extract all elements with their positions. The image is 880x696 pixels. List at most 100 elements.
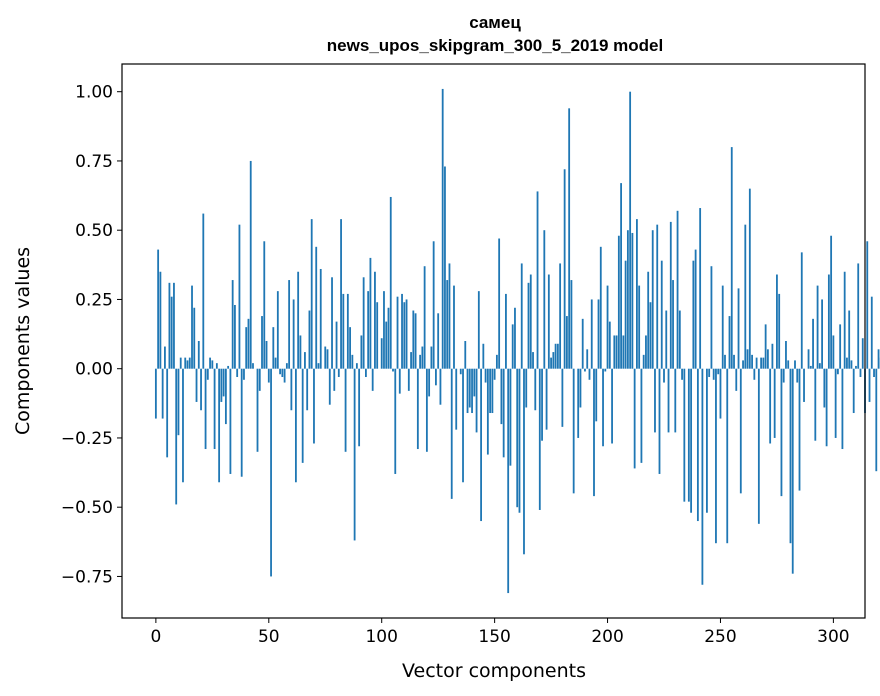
- bar-139: [468, 368, 471, 408]
- bar-187: [577, 368, 580, 438]
- bar-36: [236, 368, 239, 378]
- bar-98: [376, 302, 379, 369]
- y-tick-label: −0.25: [61, 429, 113, 449]
- bar-194: [593, 368, 595, 497]
- x-tick-label: 300: [817, 627, 849, 647]
- x-tick-label: 100: [365, 627, 397, 647]
- bars-group: [154, 88, 880, 594]
- bar-192: [588, 368, 591, 380]
- bar-136: [462, 368, 464, 483]
- x-tick-label: 0: [150, 627, 161, 647]
- bar-104: [389, 196, 392, 369]
- x-tick-label: 50: [258, 627, 280, 647]
- bar-73: [319, 268, 322, 369]
- bar-212: [633, 368, 636, 469]
- bar-204: [615, 335, 618, 369]
- bar-93: [365, 368, 367, 378]
- bar-216: [642, 354, 645, 369]
- bar-318: [873, 368, 875, 378]
- bar-261: [744, 224, 747, 369]
- bar-3: [161, 368, 164, 419]
- bar-60: [290, 368, 293, 411]
- bar-140: [471, 368, 473, 414]
- bar-218: [647, 271, 650, 369]
- bar-231: [676, 210, 679, 369]
- bar-121: [428, 368, 431, 397]
- bar-252: [724, 354, 726, 369]
- bar-229: [672, 280, 674, 369]
- bar-217: [645, 335, 647, 369]
- bar-141: [473, 368, 476, 397]
- bar-30: [222, 368, 225, 397]
- bar-166: [529, 274, 532, 369]
- x-tick-label: 200: [591, 627, 623, 647]
- bar-179: [559, 263, 562, 369]
- bar-33: [229, 368, 232, 474]
- bar-75: [324, 346, 327, 369]
- bar-82: [340, 219, 342, 369]
- bar-265: [753, 368, 756, 380]
- bar-114: [412, 310, 415, 369]
- bar-239: [694, 249, 697, 369]
- bar-117: [419, 354, 422, 369]
- bar-176: [552, 352, 555, 369]
- bar-22: [204, 368, 207, 450]
- bar-234: [683, 368, 686, 502]
- bar-188: [579, 368, 582, 408]
- bar-189: [581, 318, 584, 369]
- chart-title-line2: news_upos_skipgram_300_5_2019 model: [327, 36, 663, 55]
- bar-275: [776, 274, 778, 369]
- bar-290: [809, 365, 812, 369]
- bar-0: [154, 368, 157, 419]
- bar-222: [656, 224, 659, 369]
- bar-38: [240, 368, 243, 477]
- bar-103: [387, 307, 390, 369]
- bar-177: [554, 343, 557, 369]
- bar-213: [636, 219, 638, 369]
- bar-277: [780, 368, 783, 497]
- bar-263: [748, 188, 751, 369]
- bar-201: [608, 321, 611, 369]
- bar-18: [195, 368, 198, 402]
- bar-150: [493, 368, 496, 380]
- bar-89: [355, 363, 358, 369]
- bar-43: [252, 363, 254, 369]
- bar-280: [787, 360, 790, 369]
- bar-23: [206, 368, 209, 380]
- bar-1: [157, 249, 160, 369]
- bar-127: [441, 88, 444, 369]
- bar-40: [245, 327, 248, 369]
- bar-309: [852, 368, 855, 414]
- bar-291: [812, 318, 814, 369]
- bar-296: [823, 368, 826, 408]
- chart-title-line1: самец: [469, 13, 521, 32]
- bar-298: [827, 274, 830, 369]
- bar-156: [507, 368, 510, 594]
- bar-94: [367, 291, 370, 369]
- bar-80: [335, 321, 338, 369]
- bar-29: [220, 368, 223, 402]
- bar-5: [166, 368, 169, 458]
- bar-138: [466, 368, 469, 414]
- bar-130: [448, 263, 451, 369]
- bar-25: [211, 360, 214, 369]
- bar-42: [249, 160, 252, 369]
- bar-199: [604, 368, 607, 372]
- bar-191: [586, 349, 589, 369]
- bar-208: [624, 260, 627, 369]
- bar-250: [719, 368, 722, 419]
- bar-180: [561, 368, 564, 427]
- bar-17: [193, 307, 196, 369]
- bar-260: [742, 360, 744, 369]
- bar-91: [360, 335, 363, 369]
- bar-193: [590, 299, 593, 369]
- bar-124: [435, 368, 437, 386]
- bar-316: [868, 368, 871, 402]
- bar-320: [877, 349, 880, 369]
- bar-95: [369, 257, 372, 369]
- bar-118: [421, 346, 424, 369]
- bar-195: [595, 368, 598, 422]
- bar-41: [247, 318, 250, 369]
- bar-273: [771, 343, 774, 369]
- bar-279: [785, 341, 787, 369]
